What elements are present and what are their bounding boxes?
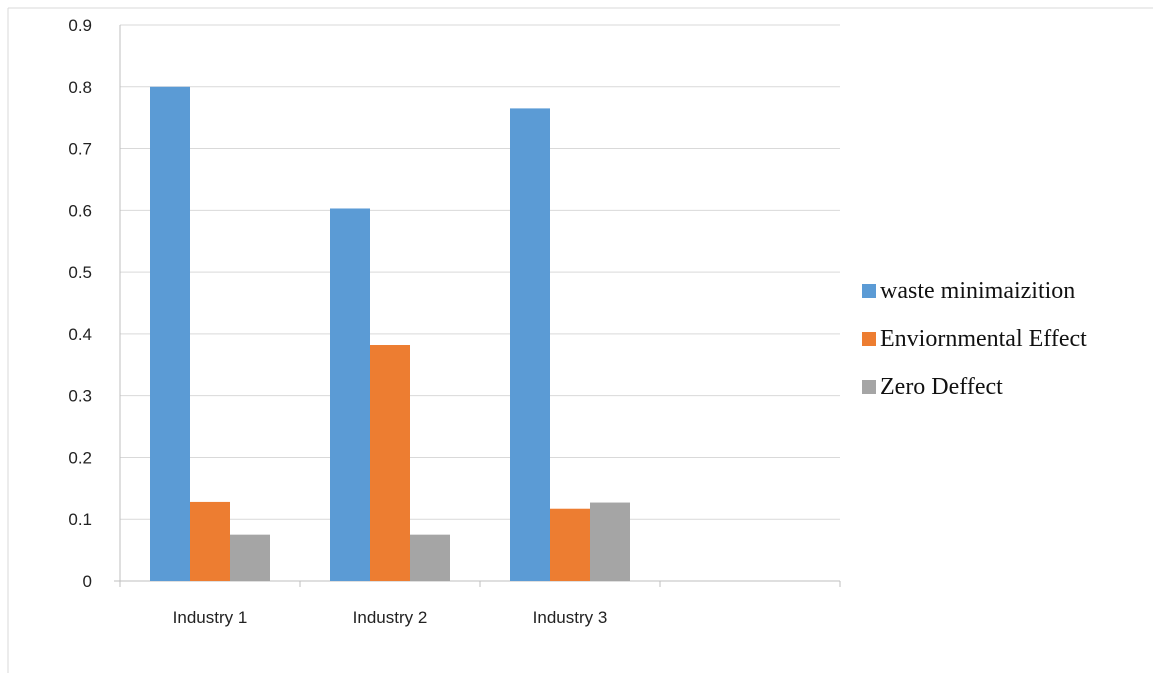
x-axis-ticks: Industry 1 Industry 2 Industry 3 (119, 581, 841, 627)
axes (114, 25, 840, 582)
gridlines (120, 24, 840, 520)
legend-label-1: waste minimaizition (880, 278, 1075, 304)
x-tick-label: Industry 2 (353, 608, 428, 627)
bar-1-3 (230, 534, 270, 581)
x-tick-label: Industry 1 (173, 608, 248, 627)
y-tick-label: 0.7 (68, 140, 92, 159)
y-tick-label: 0.8 (68, 78, 92, 97)
bar-3-3 (590, 502, 630, 581)
bar-3-1 (510, 108, 550, 582)
bars (150, 86, 630, 582)
y-tick-label: 0 (83, 572, 92, 591)
y-tick-label: 0.4 (68, 325, 92, 344)
legend-label-3: Zero Deffect (880, 374, 1003, 400)
legend-swatch-2 (862, 332, 876, 346)
legend-swatch-3 (862, 380, 876, 394)
y-tick-label: 0.5 (68, 263, 92, 282)
x-tick-label: Industry 3 (533, 608, 608, 627)
y-tick-label: 0.9 (68, 16, 92, 35)
y-tick-label: 0.1 (68, 510, 92, 529)
y-tick-label: 0.2 (68, 448, 92, 467)
y-tick-label: 0.3 (68, 387, 92, 406)
bar-1-2 (190, 501, 230, 581)
bar-2-1 (330, 208, 370, 582)
y-axis-ticks: 0 0.1 0.2 0.3 0.4 0.5 0.6 0.7 0.8 0.9 (68, 16, 92, 591)
legend-label-2: Enviornmental Effect (880, 326, 1087, 352)
bar-2-3 (410, 534, 450, 581)
legend-swatch-1 (862, 284, 876, 298)
y-tick-label: 0.6 (68, 201, 92, 220)
bar-3-2 (550, 508, 590, 581)
bar-2-2 (370, 345, 410, 581)
chart-border (7, 7, 1153, 673)
legend: waste minimaizition Enviornmental Effect Z… (862, 278, 1087, 400)
bar-1-1 (150, 86, 190, 582)
